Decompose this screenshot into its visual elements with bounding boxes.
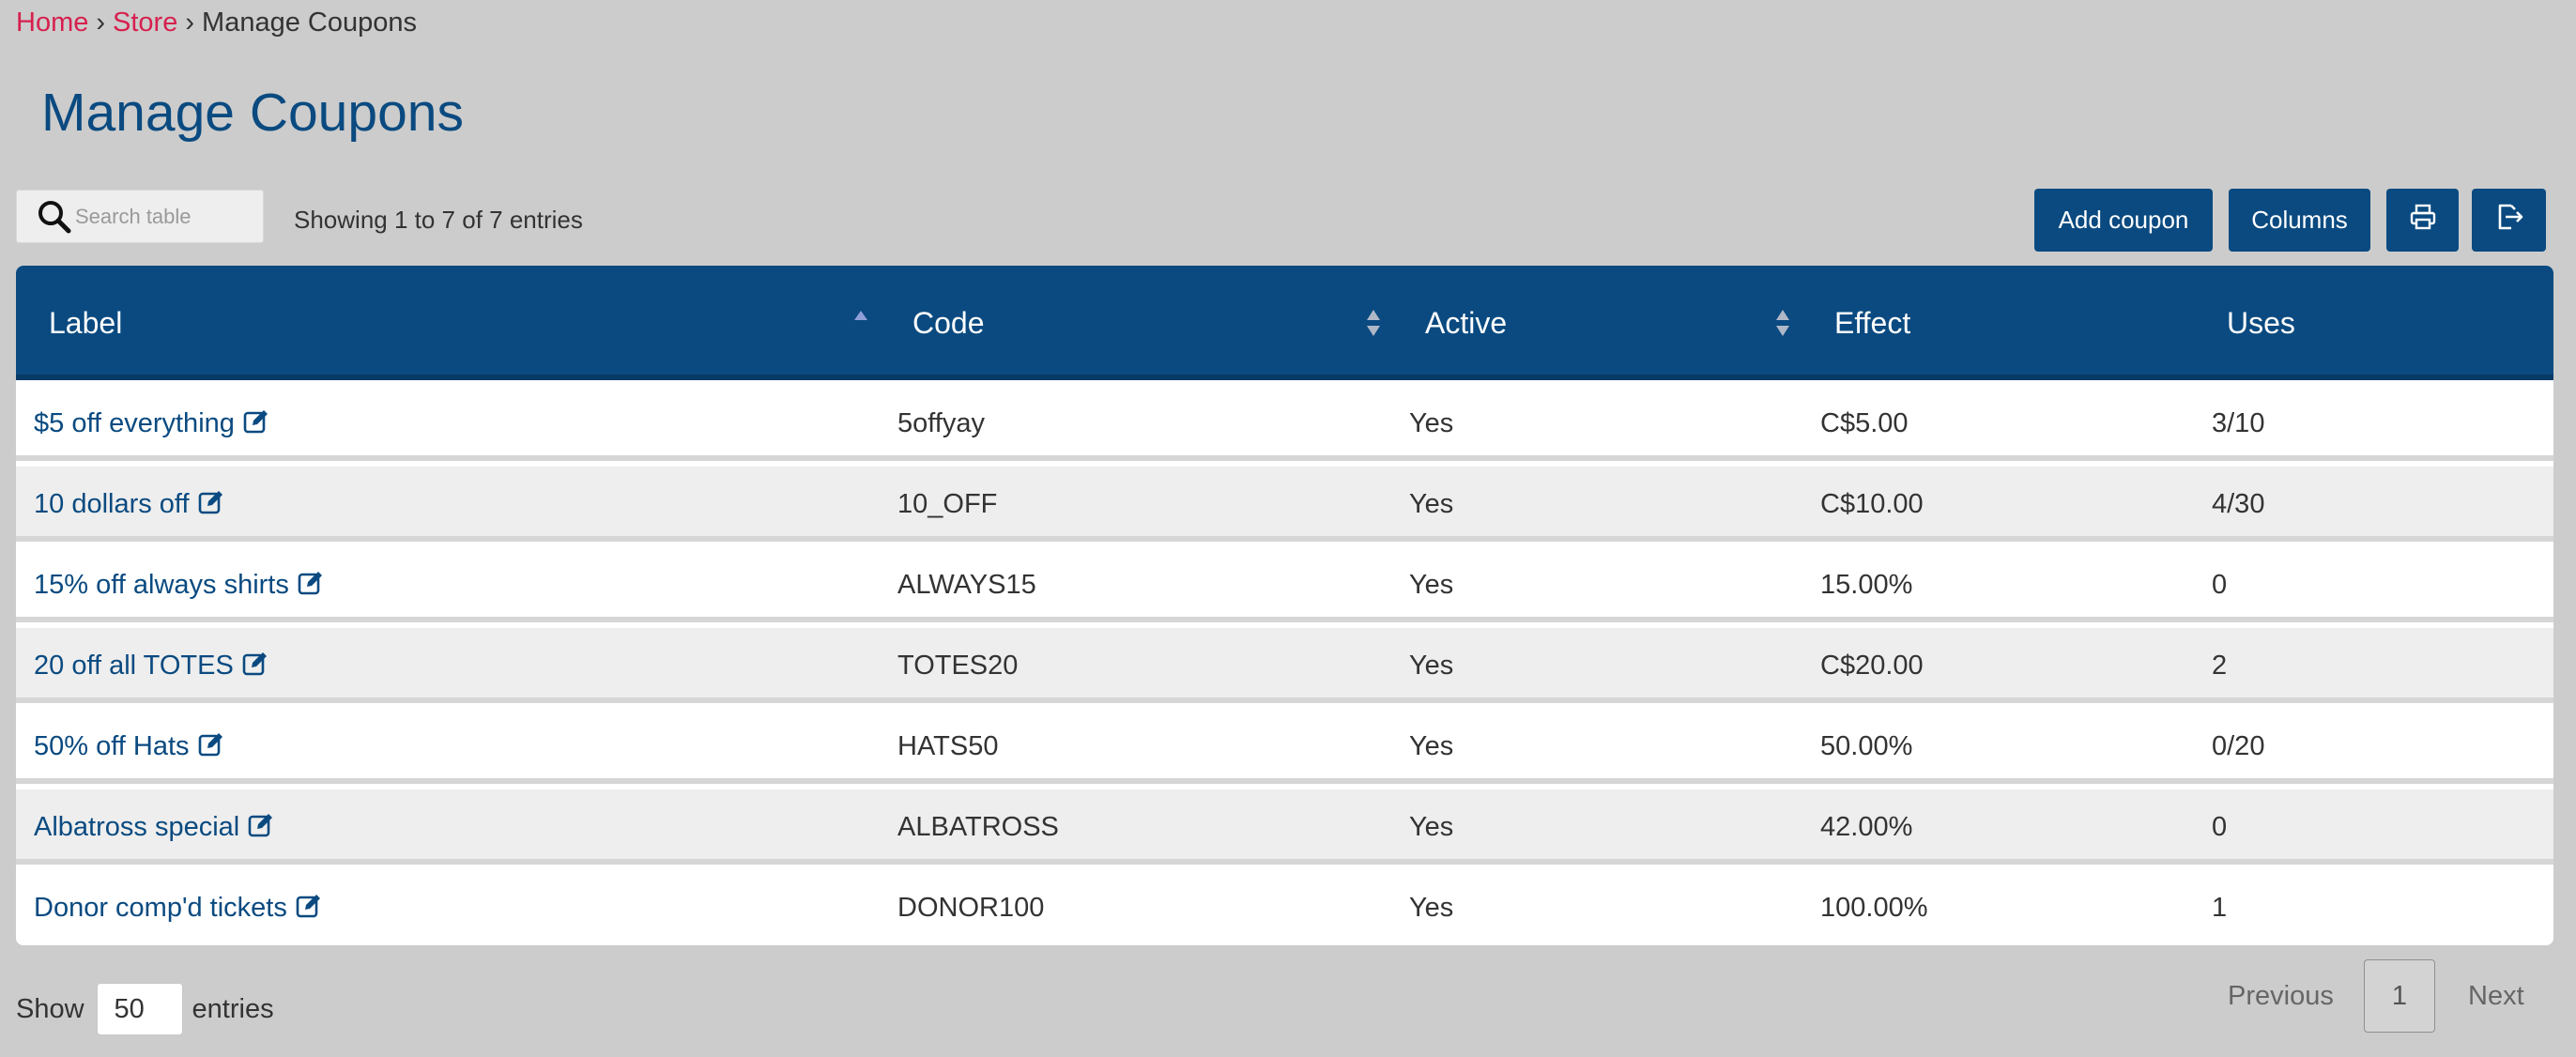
table-row: 50% off Hats HATS50 Yes 50.00% 0/20 bbox=[16, 709, 2553, 784]
search-input[interactable] bbox=[73, 203, 246, 230]
coupon-label-link[interactable]: Donor comp'd tickets bbox=[34, 893, 287, 923]
breadcrumb-separator: › bbox=[96, 8, 106, 38]
active-cell: Yes bbox=[1409, 893, 1454, 923]
label-cell: 50% off Hats bbox=[34, 709, 225, 784]
edit-icon[interactable] bbox=[197, 730, 225, 758]
entries-info: Showing 1 to 7 of 7 entries bbox=[294, 206, 583, 234]
effect-cell: 100.00% bbox=[1820, 893, 1928, 923]
table-row: 15% off always shirts ALWAYS15 Yes 15.00… bbox=[16, 547, 2553, 622]
table-row: Albatross special ALBATROSS Yes 42.00% 0 bbox=[16, 789, 2553, 865]
effect-cell: C$20.00 bbox=[1820, 651, 1924, 681]
breadcrumb-store-link[interactable]: Store bbox=[113, 8, 178, 38]
edit-icon[interactable] bbox=[242, 407, 270, 436]
label-cell: 15% off always shirts bbox=[34, 547, 325, 622]
table-header: Label Code Active Effect Uses bbox=[16, 266, 2553, 380]
active-cell: Yes bbox=[1409, 570, 1454, 600]
uses-cell: 4/30 bbox=[2212, 489, 2265, 519]
coupon-label-link[interactable]: $5 off everything bbox=[34, 408, 235, 438]
active-cell: Yes bbox=[1409, 812, 1454, 842]
export-icon bbox=[2494, 202, 2524, 238]
table-row: $5 off everything 5offyay Yes C$5.00 3/1… bbox=[16, 386, 2553, 461]
column-header-uses[interactable]: Uses bbox=[2227, 306, 2295, 340]
page-size-control: Show entries bbox=[16, 981, 274, 1037]
coupon-label-link[interactable]: 20 off all TOTES bbox=[34, 651, 234, 681]
uses-cell: 0 bbox=[2212, 812, 2228, 842]
label-cell: 20 off all TOTES bbox=[34, 628, 269, 703]
breadcrumb-home-link[interactable]: Home bbox=[16, 8, 89, 38]
label-cell: 10 dollars off bbox=[34, 467, 225, 542]
label-cell: Donor comp'd tickets bbox=[34, 870, 323, 945]
code-cell: 10_OFF bbox=[897, 489, 998, 519]
coupon-label-link[interactable]: 50% off Hats bbox=[34, 731, 190, 761]
show-label: Show bbox=[16, 993, 84, 1024]
edit-icon[interactable] bbox=[241, 650, 269, 678]
column-header-active[interactable]: Active bbox=[1425, 306, 1508, 340]
columns-button[interactable]: Columns bbox=[2229, 189, 2370, 252]
code-cell: ALBATROSS bbox=[897, 812, 1059, 842]
column-header-effect[interactable]: Effect bbox=[1834, 306, 1911, 340]
code-cell: HATS50 bbox=[897, 731, 999, 761]
export-button[interactable] bbox=[2472, 189, 2546, 252]
label-cell: Albatross special bbox=[34, 789, 275, 865]
add-coupon-button[interactable]: Add coupon bbox=[2034, 189, 2213, 252]
printer-icon bbox=[2409, 203, 2437, 237]
code-cell: 5offyay bbox=[897, 408, 985, 438]
page-size-input[interactable] bbox=[96, 983, 183, 1035]
effect-cell: 42.00% bbox=[1820, 812, 1913, 842]
active-cell: Yes bbox=[1409, 731, 1454, 761]
entries-label: entries bbox=[192, 993, 274, 1024]
breadcrumb: Home › Store › Manage Coupons bbox=[16, 4, 417, 41]
uses-cell: 3/10 bbox=[2212, 408, 2265, 438]
edit-icon[interactable] bbox=[297, 569, 325, 597]
coupon-label-link[interactable]: 10 dollars off bbox=[34, 489, 190, 519]
coupon-label-link[interactable]: Albatross special bbox=[34, 812, 240, 842]
uses-cell: 2 bbox=[2212, 651, 2228, 681]
table-row: 10 dollars off 10_OFF Yes C$10.00 4/30 bbox=[16, 467, 2553, 542]
sort-ascending-icon[interactable] bbox=[852, 307, 869, 339]
coupon-label-link[interactable]: 15% off always shirts bbox=[34, 570, 289, 600]
search-icon bbox=[36, 196, 77, 237]
code-cell: ALWAYS15 bbox=[897, 570, 1036, 600]
uses-cell: 0 bbox=[2212, 570, 2228, 600]
uses-cell: 1 bbox=[2212, 893, 2228, 923]
label-cell: $5 off everything bbox=[34, 386, 270, 461]
active-cell: Yes bbox=[1409, 651, 1454, 681]
column-header-code[interactable]: Code bbox=[912, 306, 985, 340]
edit-icon[interactable] bbox=[295, 892, 323, 920]
coupons-table: Label Code Active Effect Uses $5 off eve… bbox=[16, 266, 2553, 945]
active-cell: Yes bbox=[1409, 408, 1454, 438]
uses-cell: 0/20 bbox=[2212, 731, 2265, 761]
sort-icon[interactable] bbox=[1774, 307, 1791, 339]
edit-icon[interactable] bbox=[197, 488, 225, 516]
edit-icon[interactable] bbox=[247, 811, 275, 839]
active-cell: Yes bbox=[1409, 489, 1454, 519]
effect-cell: C$5.00 bbox=[1820, 408, 1909, 438]
search-box[interactable] bbox=[16, 190, 264, 243]
code-cell: TOTES20 bbox=[897, 651, 1019, 681]
column-header-label[interactable]: Label bbox=[49, 306, 123, 340]
sort-icon[interactable] bbox=[1365, 307, 1382, 339]
page-title: Manage Coupons bbox=[41, 83, 464, 143]
breadcrumb-current: Manage Coupons bbox=[202, 8, 417, 38]
print-button[interactable] bbox=[2386, 189, 2459, 252]
table-row: 20 off all TOTES TOTES20 Yes C$20.00 2 bbox=[16, 628, 2553, 703]
effect-cell: 50.00% bbox=[1820, 731, 1913, 761]
breadcrumb-separator: › bbox=[185, 8, 195, 38]
effect-cell: C$10.00 bbox=[1820, 489, 1924, 519]
effect-cell: 15.00% bbox=[1820, 570, 1913, 600]
page-1-button[interactable]: 1 bbox=[2364, 959, 2435, 1033]
table-row: Donor comp'd tickets DONOR100 Yes 100.00… bbox=[16, 870, 2553, 945]
code-cell: DONOR100 bbox=[897, 893, 1045, 923]
previous-page-button[interactable]: Previous bbox=[2228, 981, 2334, 1011]
next-page-button[interactable]: Next bbox=[2468, 981, 2524, 1011]
